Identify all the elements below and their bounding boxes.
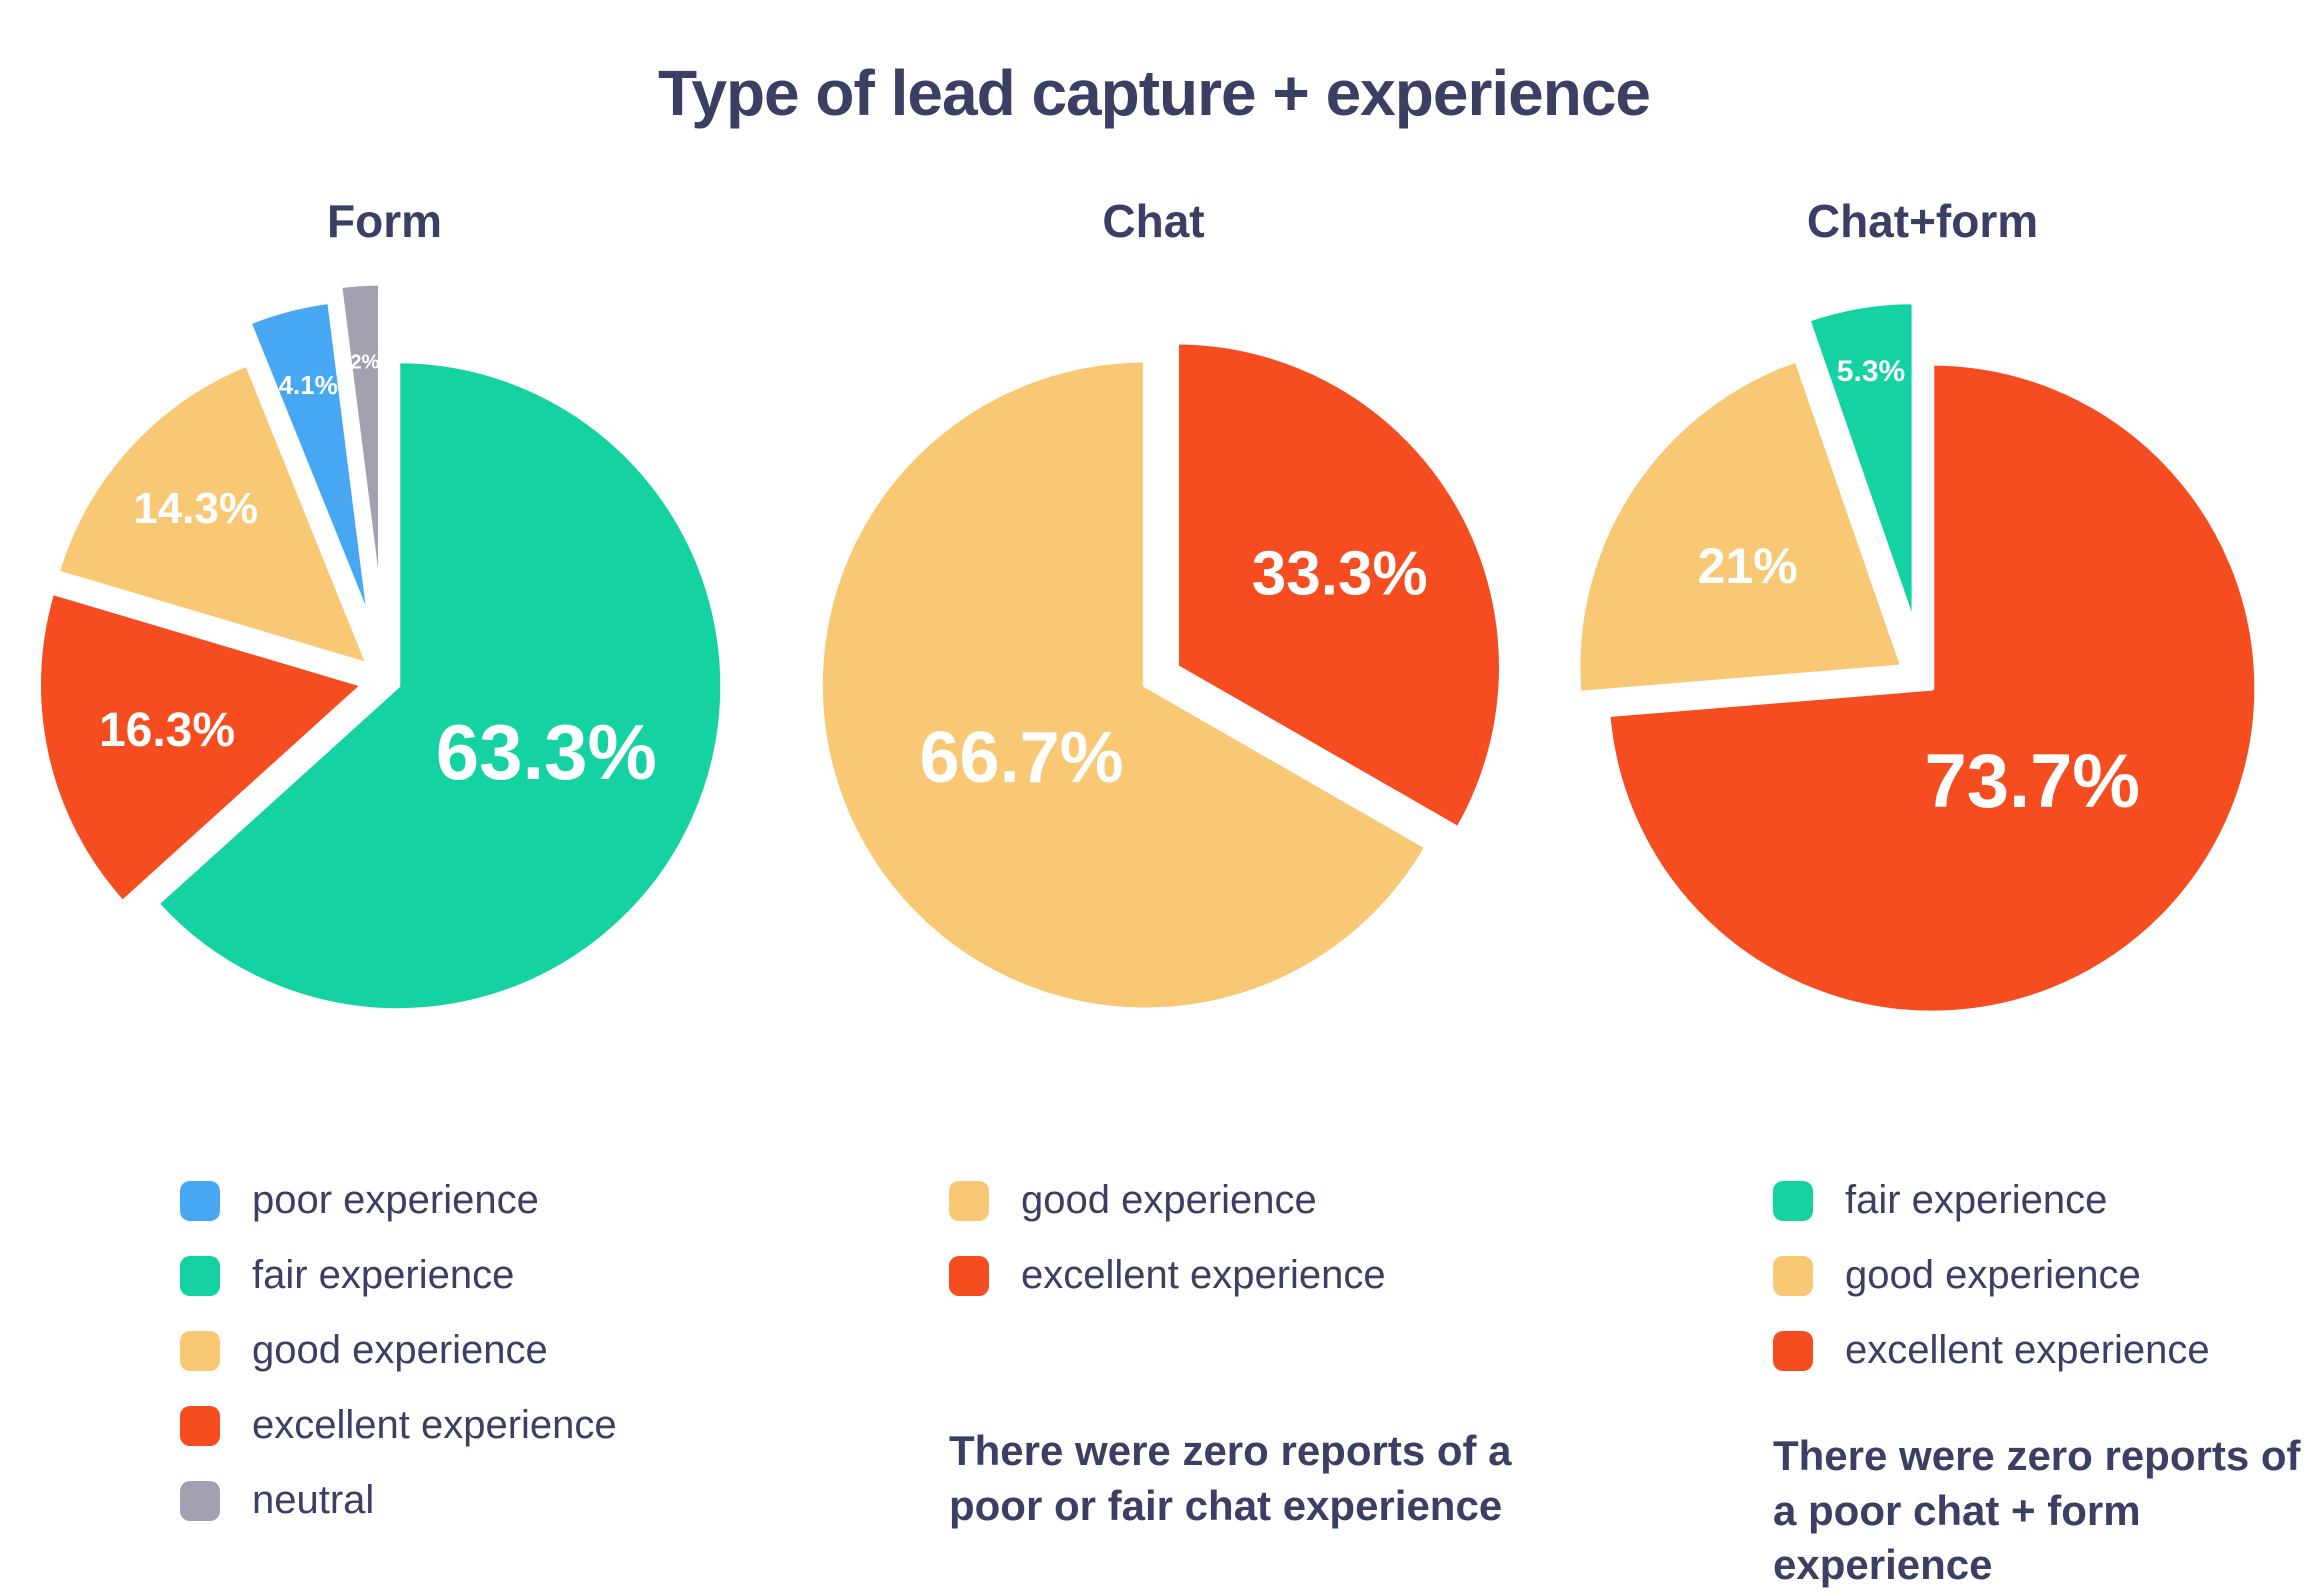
pie-slice-excellent-experience [35,589,366,906]
legend-item-poor-experience: poor experience [180,1178,617,1223]
chat-form-column: Chat+form 73.7% 21% 5.3% fair experience go… [1538,194,2307,1593]
legend-label: excellent experience [1021,1253,1386,1297]
legend-swatch-neutral [180,1480,220,1521]
legend-swatch-fair [180,1255,220,1296]
legend-swatch-good [949,1180,989,1221]
pie-slice-fair-experience [1804,299,1917,630]
legend-item-good-experience: good experience [180,1328,617,1373]
legend-item-good-experience: good experience [949,1178,1386,1223]
charts-row: Form 63.3% 16.3% 14.3% 4.1% 2% poor experien… [0,194,2308,1593]
chart-title-chat-form: Chat+form [1806,195,2039,247]
pie-slice-good-experience [54,361,371,668]
slice-label-good-experience: 21% [1697,538,1797,594]
legend-swatch-excellent [1773,1330,1813,1371]
legend-item-fair-experience: fair experience [1773,1178,2210,1223]
legend-label: excellent experience [1845,1328,2210,1372]
slice-label-excellent-experience: 16.3% [98,704,234,757]
legend-label: fair experience [252,1253,515,1297]
form-legend: poor experience fair experience good exper… [0,1178,617,1553]
chart-title-chat: Chat [1102,195,1205,247]
pie-slice-poor-experience [245,298,373,627]
legend-swatch-fair [1773,1180,1813,1221]
pie-slice-good-experience [1574,357,1905,696]
pie-slice-fair-experience [153,358,725,1014]
legend-label: poor experience [252,1178,539,1222]
legend-swatch-good [1773,1255,1813,1296]
chat-form-legend: fair experience good experience excellent … [1538,1178,2210,1403]
legend-label: good experience [252,1328,548,1372]
page-title: Type of lead capture + experience [658,57,1651,129]
legend-swatch-poor [180,1180,220,1221]
form-pie-chart: 63.3% 16.3% 14.3% 4.1% 2% [35,280,725,1014]
slice-label-good-experience: 14.3% [133,484,258,533]
legend-item-excellent-experience: excellent experience [1773,1328,2210,1373]
legend-swatch-excellent [180,1405,220,1446]
legend-item-fair-experience: fair experience [180,1253,617,1298]
pie-slice-excellent-experience [1173,339,1504,832]
chat-form-pie-chart: 73.7% 21% 5.3% [1574,299,2259,1016]
pie-slice-good-experience [817,357,1430,1013]
legend-swatch-good [180,1330,220,1371]
legend-label: good experience [1021,1178,1317,1222]
chat-form-note: There were zero reports of a poor chat +… [1773,1432,2301,1589]
slice-label-fair-experience: 5.3% [1836,355,1904,388]
chart-title-form: Form [327,195,442,247]
slice-label-excellent-experience: 33.3% [1251,539,1427,608]
chat-legend: good experience excellent experience [769,1178,1386,1328]
legend-label: neutral [252,1478,375,1522]
legend-label: excellent experience [252,1403,617,1447]
pie-slice-excellent-experience [1604,360,2259,1016]
form-column: Form 63.3% 16.3% 14.3% 4.1% 2% poor experien… [0,194,769,1593]
legend-label: good experience [1845,1253,2141,1297]
legend-item-good-experience: good experience [1773,1253,2210,1298]
slice-label-good-experience: 66.7% [919,718,1123,798]
chat-note: There were zero reports of a poor or fai… [949,1427,1512,1529]
slice-label-poor-experience: 4.1% [278,370,337,400]
slice-label-excellent-experience: 73.7% [1924,739,2140,824]
slice-label-neutral: 2% [350,352,379,374]
chat-pie-chart: 33.3% 66.7% [817,339,1504,1013]
chat-column: Chat 33.3% 66.7% good experience excellent… [769,194,1538,1593]
slice-label-fair-experience: 63.3% [435,708,656,796]
legend-item-excellent-experience: excellent experience [180,1403,617,1448]
pie-slice-neutral [336,280,383,611]
legend-item-neutral: neutral [180,1478,617,1523]
legend-item-excellent-experience: excellent experience [949,1253,1386,1298]
legend-label: fair experience [1845,1178,2108,1222]
legend-swatch-excellent [949,1255,989,1296]
